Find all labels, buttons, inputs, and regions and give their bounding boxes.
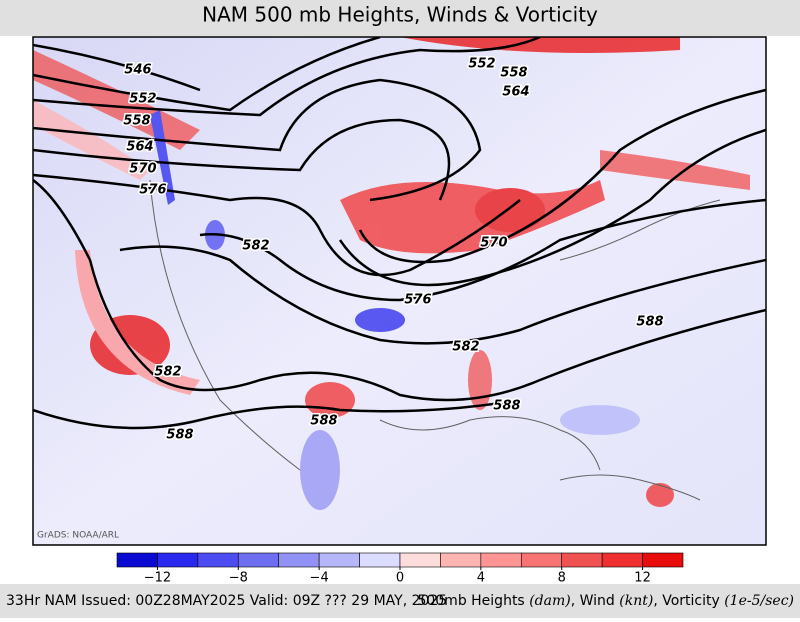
- contour-label: 582: [452, 340, 479, 355]
- contour-label: 564: [126, 140, 153, 155]
- colorbar-bin: [197, 552, 239, 568]
- colorbar-tick-label: −12: [144, 571, 171, 586]
- contour-label: 582: [242, 239, 269, 254]
- title: NAM 500 mb Heights, Winds & Vorticity: [202, 3, 598, 27]
- colorbar-bin: [601, 552, 643, 568]
- colorbar-bin: [480, 552, 522, 568]
- colorbar: −12 −8 −4 0 4 8 12: [116, 552, 684, 586]
- colorbar-bin: [359, 552, 401, 568]
- contour-label: 576: [404, 293, 431, 308]
- colorbar-tick-label: −4: [310, 571, 329, 586]
- colorbar-bin: [278, 552, 320, 568]
- credit: GrADS: NOAA/ARL: [37, 531, 119, 541]
- map-frame: [32, 36, 767, 546]
- contour-label: 558: [123, 114, 150, 129]
- contour-label: 570: [480, 236, 507, 251]
- colorbar-bin: [561, 552, 603, 568]
- contour-label: 582: [154, 365, 181, 380]
- contour-label: 558: [500, 66, 527, 81]
- colorbar-bin: [237, 552, 280, 568]
- contour-label: 576: [139, 183, 166, 198]
- vorticity-field: [33, 37, 750, 510]
- contour-label: 588: [310, 414, 337, 429]
- colorbar-tick-label: 8: [558, 571, 566, 586]
- colorbar-tick-label: 0: [396, 571, 404, 586]
- contour-label: 546: [124, 63, 151, 78]
- contour-label: 564: [502, 85, 529, 100]
- map: [33, 37, 766, 545]
- footer-left: 33Hr NAM Issued: 00Z28MAY2025 Valid: 09Z…: [6, 593, 447, 609]
- footer-right-part: (dam): [529, 593, 571, 609]
- colorbar-bin: [440, 552, 482, 568]
- colorbar-bin: [399, 552, 441, 568]
- colorbar-bin: [520, 552, 563, 568]
- colorbar-bin: [116, 552, 158, 568]
- title-bar: [0, 0, 800, 36]
- contour-label: 570: [129, 162, 156, 177]
- footer-right-part: (knt): [619, 593, 653, 609]
- colorbar-tick-label: 12: [634, 571, 651, 586]
- footer-right: 500mb Heights (dam), Wind (knt), Vortici…: [417, 593, 794, 609]
- colorbar-tick-label: 4: [477, 571, 485, 586]
- footer-right-part: 500mb Heights: [417, 593, 529, 609]
- contour-label: 552: [129, 92, 156, 107]
- contour-label: 588: [636, 315, 663, 330]
- footer-right-part: , Wind: [571, 593, 620, 609]
- footer-bar: [0, 584, 800, 618]
- contour-label: 552: [468, 57, 495, 72]
- height-contours: [33, 37, 766, 430]
- colorbar-bin: [318, 552, 360, 568]
- footer-right-part: , Vorticity: [653, 593, 724, 609]
- colorbar-bin: [157, 552, 199, 568]
- contour-label: 588: [166, 428, 193, 443]
- contour-label: 588: [493, 399, 520, 414]
- footer-right-part: (1e-5/sec): [724, 593, 794, 609]
- coastlines: [149, 179, 721, 501]
- colorbar-bin: [642, 552, 684, 568]
- colorbar-tick-label: −8: [229, 571, 248, 586]
